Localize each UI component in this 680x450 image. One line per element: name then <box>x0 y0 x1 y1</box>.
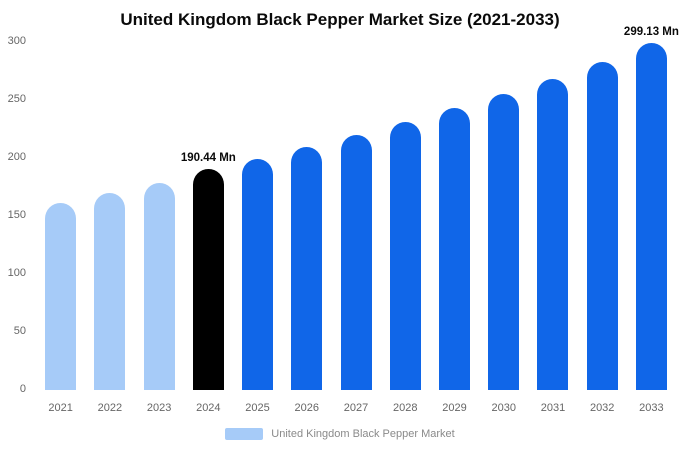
bar-2031 <box>537 79 569 390</box>
bar-column-2026: 2026 <box>282 42 331 414</box>
bar-2030 <box>488 93 520 390</box>
y-axis: 0 50 100 150 200 250 300 <box>0 35 34 395</box>
x-axis-label-2021: 2021 <box>48 402 73 414</box>
x-axis-label-2025: 2025 <box>245 402 270 414</box>
bar-column-2028: 2028 <box>381 42 430 414</box>
y-axis-tick-label: 200 <box>7 151 26 163</box>
bar-2025 <box>242 158 274 390</box>
bar-column-2030: 2030 <box>479 42 528 414</box>
legend-item[interactable]: United Kingdom Black Pepper Market <box>0 428 680 440</box>
x-axis-label-2022: 2022 <box>97 402 123 414</box>
data-label-2033: 299.13 Mn <box>623 26 679 39</box>
x-axis-label-2023: 2023 <box>146 402 172 414</box>
y-axis-tick-label: 100 <box>7 267 26 279</box>
bar-column-2021: 2021 <box>36 42 85 414</box>
x-axis-label-2032: 2032 <box>589 402 615 414</box>
bar-2022 <box>94 192 126 390</box>
bar-2021 <box>45 203 77 390</box>
bar-2028 <box>389 122 421 390</box>
legend-label: United Kingdom Black Pepper Market <box>271 428 455 440</box>
legend-swatch <box>225 428 264 440</box>
bar-column-2031: 2031 <box>528 42 577 414</box>
x-axis-label-2026: 2026 <box>294 402 320 414</box>
bar-2026 <box>291 146 323 390</box>
bar-2027 <box>340 134 372 390</box>
bar-column-2022: 2022 <box>85 42 134 414</box>
bar-2033 <box>635 43 667 390</box>
x-axis-label-2024: 2024 <box>196 402 221 414</box>
bar-2024 <box>192 169 224 390</box>
x-axis-label-2031: 2031 <box>540 402 566 414</box>
bar-column-2023: 2023 <box>134 42 183 414</box>
x-axis-label-2028: 2028 <box>393 402 418 414</box>
bar-column-2024: 190.44 Mn 2024 <box>180 42 236 414</box>
y-axis-tick-label: 50 <box>13 325 26 337</box>
bar-column-2032: 2032 <box>578 42 627 414</box>
chart-title: United Kingdom Black Pepper Market Size … <box>120 10 560 29</box>
x-axis-label-2027: 2027 <box>343 402 369 414</box>
bar-column-2027: 2027 <box>331 42 380 414</box>
x-axis-label-2029: 2029 <box>442 402 467 414</box>
y-axis-tick-label: 0 <box>19 383 26 395</box>
x-axis-label-2030: 2030 <box>491 402 516 414</box>
bar-column-2029: 2029 <box>430 42 479 414</box>
x-axis-label-2033: 2033 <box>639 402 664 414</box>
y-axis-tick-label: 300 <box>7 35 26 47</box>
bar-2029 <box>438 108 470 390</box>
y-axis-tick-label: 250 <box>7 93 26 105</box>
data-label-2024: 190.44 Mn <box>180 152 236 165</box>
plot-area: 2021 2022 2023 190.44 Mn 2024 2025 2026 2027 202… <box>36 26 679 414</box>
bar-2023 <box>143 182 175 390</box>
y-axis-tick-label: 150 <box>7 209 26 221</box>
bar-2032 <box>586 61 618 390</box>
bar-column-2033: 299.13 Mn 2033 <box>624 26 679 414</box>
bar-column-2025: 2025 <box>233 42 282 414</box>
